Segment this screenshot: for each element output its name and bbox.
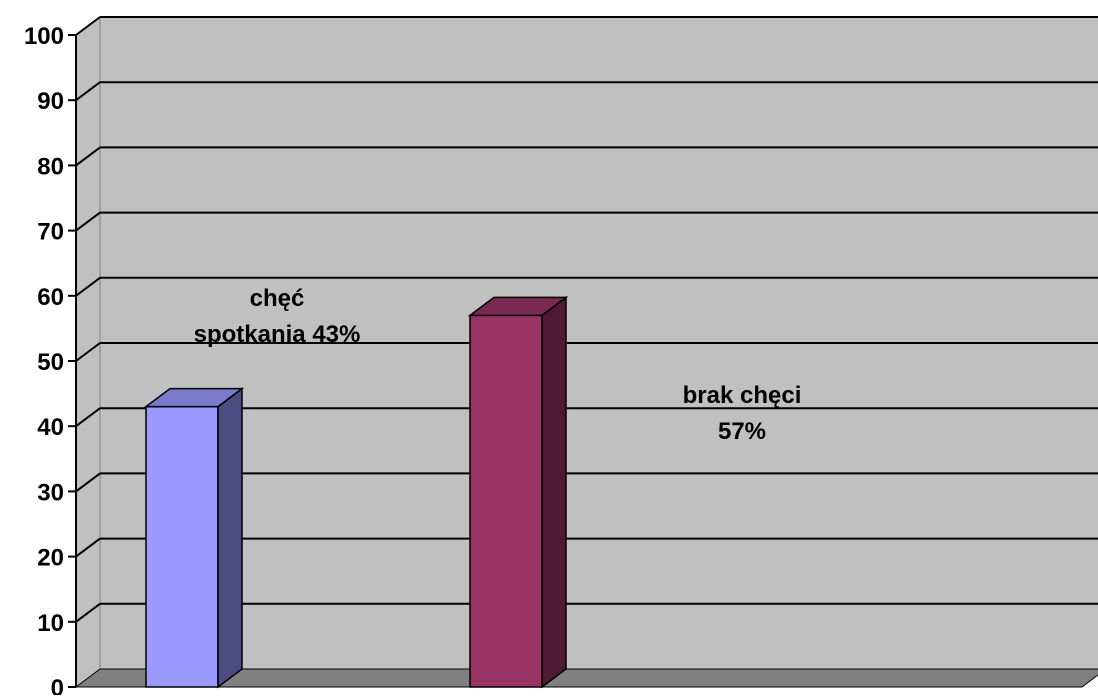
bar-front: [145, 405, 219, 688]
gridline-side: [75, 211, 101, 232]
bar: [143, 387, 245, 689]
gridline-side: [75, 342, 101, 362]
bars: [143, 295, 569, 689]
bar-side: [217, 387, 243, 689]
data-label: chęć spotkania 43%: [194, 285, 361, 348]
y-axis: 0 10 20 30 40 50 60 70 80 90 100: [24, 23, 77, 700]
bar-front: [469, 314, 543, 688]
gridline-side: [75, 16, 101, 36]
bar: [467, 295, 569, 689]
floor: [74, 668, 1098, 688]
data-label: brak chęci 57%: [683, 382, 802, 445]
gridlines: [75, 16, 1098, 623]
gridline-side: [75, 472, 101, 493]
y-tick-label: 100: [24, 23, 64, 50]
gridline-side: [75, 276, 101, 297]
bar-side: [541, 295, 567, 689]
y-tick-label: 70: [37, 219, 64, 246]
data-label-line: spotkania 43%: [194, 321, 361, 348]
y-tick-label: 0: [51, 675, 64, 695]
data-label-line: brak chęci: [683, 382, 802, 409]
gridline-side: [75, 81, 101, 101]
y-tick-label: 80: [37, 153, 64, 180]
data-labels: chęć spotkania 43% brak chęci 57%: [194, 285, 802, 445]
gridline-side: [75, 537, 101, 558]
y-tick-label: 10: [37, 610, 64, 637]
y-tick-label: 20: [37, 545, 64, 572]
data-label-line: chęć: [250, 285, 305, 312]
y-tick-label: 40: [37, 414, 64, 441]
gridline-side: [75, 146, 101, 167]
y-tick-label: 50: [37, 349, 64, 376]
bar-top: [143, 387, 245, 408]
data-label-line: 57%: [718, 418, 766, 445]
y-tick-label: 30: [37, 479, 64, 506]
y-tick-label: 60: [37, 284, 64, 311]
gridline-side: [75, 407, 101, 428]
gridline-side: [75, 602, 101, 623]
y-tick-label: 90: [37, 88, 64, 115]
bar-top: [467, 296, 569, 317]
